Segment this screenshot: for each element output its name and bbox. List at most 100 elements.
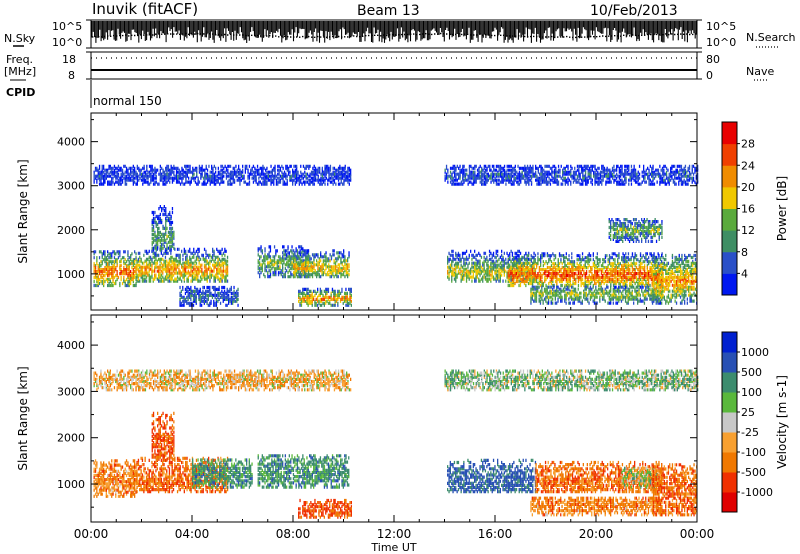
data-cells [93,250,137,288]
data-cells [444,369,699,392]
colorbar-tick-label: -500 [741,466,766,479]
data-cells [93,164,352,186]
data-cells [531,496,663,517]
data-cells [448,369,697,392]
freq-label-2: [MHz] [4,65,37,78]
colorbar-tick-label: -25 [741,426,759,439]
colorbar-tick-label: 28 [741,138,755,151]
colorbar-segment [722,122,737,145]
data-cells [507,260,663,288]
data-cells [447,263,537,281]
data-cells [651,463,698,517]
data-cells [137,247,229,283]
y-tick-label: 2000 [57,224,85,237]
nsearch-dotted-line [92,32,697,39]
data-cells [293,259,350,277]
colorbar-tick-label: 25 [741,406,755,419]
y-tick-label: 4000 [57,339,85,352]
colorbar-frame [721,331,738,513]
data-cells [93,258,137,286]
data-cells [151,207,175,252]
nsky-tick-high: 10^5 [52,20,83,33]
colorbar-tick-label: 16 [741,203,755,216]
colorbar-tick-label: 8 [741,246,748,259]
data-cells [194,458,253,489]
y-tick-label: 4000 [57,136,85,149]
data-cells [151,216,175,252]
data-cells [260,259,309,269]
data-cells [93,250,136,288]
colorbar-tick-label: 12 [741,224,755,237]
data-cells [166,234,168,238]
colorbar-segment [722,251,737,274]
colorbar-segment [722,412,737,433]
colorbar-tick-label: -1000 [741,486,773,499]
nsky-tick-low: 10^0 [52,36,83,49]
data-cells [530,496,663,517]
colorbar-tick-label: -100 [741,446,766,459]
data-cells [535,460,663,494]
nsky-bars [91,21,698,43]
colorbar-segment [722,392,737,413]
y-tick-label: 2000 [57,432,85,445]
colorbar-segment [722,230,737,253]
data-cells [298,249,350,259]
data-cells [179,285,239,307]
data-cells [192,458,253,489]
data-cells [530,287,663,303]
data-cells [179,285,239,307]
colorbar-segment [722,432,737,453]
colorbar-segment [722,452,737,473]
data-cells [510,272,661,278]
x-tick-label: 00:00 [680,527,715,541]
colorbar-label: Velocity [m s-1] [775,375,789,469]
freq-tick-high: 18 [62,53,76,66]
colorbar-tick-label: 100 [741,386,762,399]
data-cells [531,496,659,517]
freq-tick-low: 8 [68,69,75,82]
y-tick-label: 3000 [57,385,85,398]
data-cells [259,454,346,489]
data-cells [293,251,350,279]
colorbar-segment [722,165,737,188]
data-cells [303,295,351,301]
data-cells [447,253,535,283]
data-cells [192,458,253,489]
date-title: 10/Feb/2013 [590,3,678,19]
data-cells [120,270,132,274]
data-cells [136,456,229,494]
x-tick-label: 04:00 [175,527,210,541]
data-cells [300,289,352,307]
data-cells [507,252,663,264]
freq-label-1: Freq. [6,53,34,66]
colorbar-segment [722,372,737,393]
station-title: Inuvik (fitACF) [92,0,199,18]
data-cells [151,411,175,461]
y-tick-label: 1000 [57,478,85,491]
nave-tick-high: 80 [706,53,720,66]
colorbar-segment [722,472,737,493]
data-cells [651,263,698,299]
velocity-panel-cells [93,369,699,519]
data-cells [616,225,660,234]
data-cells [299,498,352,519]
data-cells [151,205,174,252]
data-cells [136,456,229,494]
colorbar-segment [722,332,737,353]
data-cells [298,289,352,307]
cpid-label: CPID [6,86,36,99]
y-axis-label: Slant Range [km] [16,366,30,470]
colorbar-segment [722,143,737,166]
data-cells [94,266,134,278]
data-cells [93,459,137,496]
data-cells [136,456,229,494]
data-cells [621,466,658,489]
colorbar-tick-label: 20 [741,181,755,194]
nsky-label: N.Sky [4,32,36,45]
data-cells [444,164,699,186]
colorbar-segment [722,208,737,231]
range-time-data-layer [93,164,699,519]
nave-label: Nave [746,65,775,78]
data-cells [621,466,658,489]
